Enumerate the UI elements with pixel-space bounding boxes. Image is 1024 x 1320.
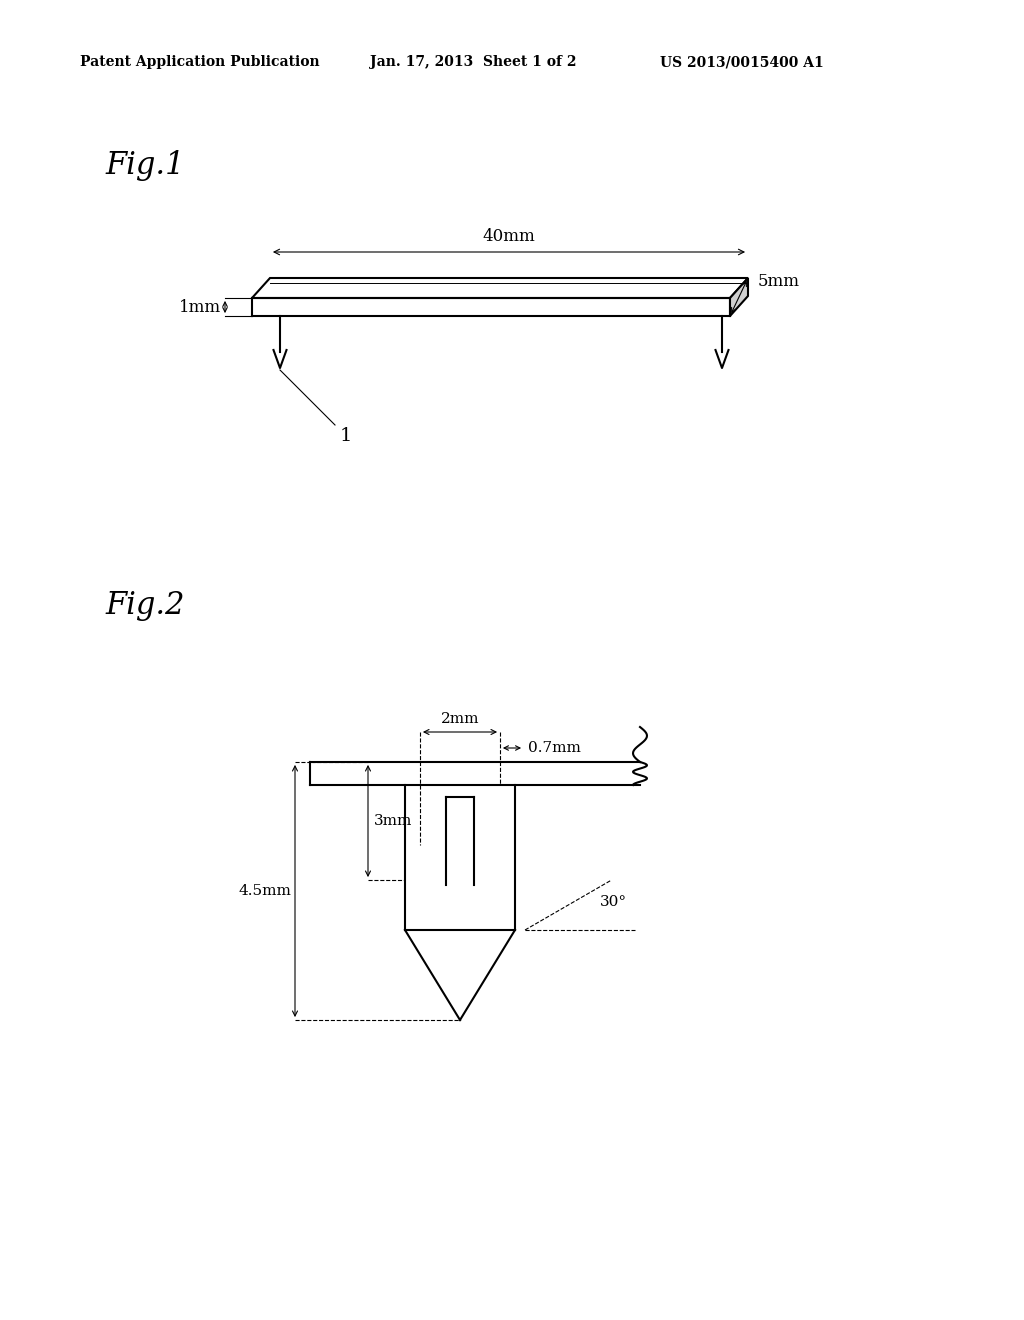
Text: 0.7mm: 0.7mm: [528, 741, 581, 755]
Text: 1: 1: [340, 426, 352, 445]
Text: 5mm: 5mm: [758, 273, 800, 290]
Text: 30°: 30°: [600, 895, 627, 909]
Text: 2mm: 2mm: [440, 711, 479, 726]
Text: US 2013/0015400 A1: US 2013/0015400 A1: [660, 55, 823, 69]
Text: 4.5mm: 4.5mm: [239, 884, 291, 898]
Text: 1mm: 1mm: [179, 298, 221, 315]
Polygon shape: [730, 279, 748, 315]
Polygon shape: [252, 279, 748, 298]
Text: Jan. 17, 2013  Sheet 1 of 2: Jan. 17, 2013 Sheet 1 of 2: [370, 55, 577, 69]
Text: 3mm: 3mm: [374, 814, 413, 828]
Text: Patent Application Publication: Patent Application Publication: [80, 55, 319, 69]
Text: Fig.2: Fig.2: [105, 590, 184, 620]
Text: 40mm: 40mm: [482, 228, 536, 246]
Text: Fig.1: Fig.1: [105, 150, 184, 181]
